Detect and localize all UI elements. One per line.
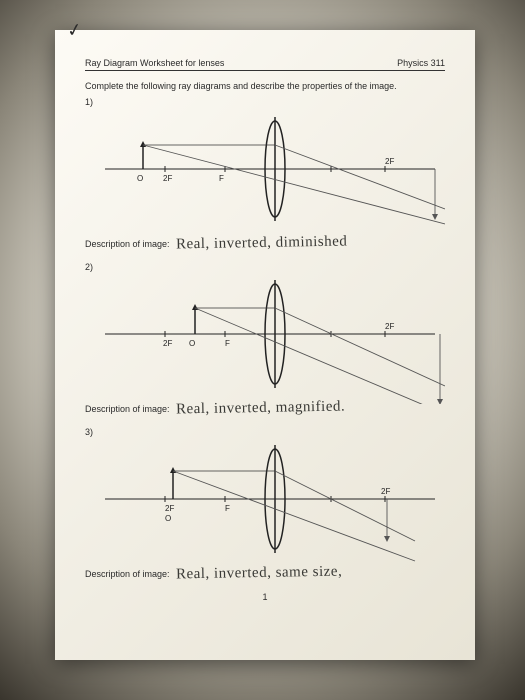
svg-text:O: O xyxy=(165,514,171,523)
header: Ray Diagram Worksheet for lenses Physics… xyxy=(85,58,445,71)
svg-text:O: O xyxy=(137,174,143,183)
svg-text:O: O xyxy=(189,339,195,348)
header-left: Ray Diagram Worksheet for lenses xyxy=(85,58,224,68)
description-label: Description of image: xyxy=(85,569,170,579)
svg-text:2F: 2F xyxy=(381,487,390,496)
handwritten-answer: Real, inverted, magnified. xyxy=(175,399,344,419)
question-number: 2) xyxy=(85,262,445,272)
svg-text:2F: 2F xyxy=(385,157,394,166)
header-right: Physics 311 xyxy=(397,58,445,68)
questions-container: 1)O2FF2FDescription of image:Real, inver… xyxy=(85,97,445,582)
question-number: 1) xyxy=(85,97,445,107)
worksheet-paper: ✓ Ray Diagram Worksheet for lenses Physi… xyxy=(55,30,475,660)
svg-text:F: F xyxy=(219,174,224,183)
instruction: Complete the following ray diagrams and … xyxy=(85,81,445,91)
svg-text:F: F xyxy=(225,339,230,348)
svg-text:2F: 2F xyxy=(163,339,172,348)
description-label: Description of image: xyxy=(85,404,170,414)
handwritten-answer: Real, inverted, diminished xyxy=(175,234,347,254)
svg-text:2F: 2F xyxy=(385,322,394,331)
svg-text:2F: 2F xyxy=(165,504,174,513)
ray-diagram: 2F O F 2F xyxy=(85,274,445,404)
handwritten-answer: Real, inverted, same size, xyxy=(175,564,342,584)
page-number: 1 xyxy=(85,592,445,602)
question-number: 3) xyxy=(85,427,445,437)
svg-text:2F: 2F xyxy=(163,174,172,183)
checkmark: ✓ xyxy=(65,19,84,42)
svg-text:F: F xyxy=(225,504,230,513)
ray-diagram: O 2F F 2F xyxy=(85,109,445,239)
description-label: Description of image: xyxy=(85,239,170,249)
ray-diagram: 2FOF2F xyxy=(85,439,445,569)
